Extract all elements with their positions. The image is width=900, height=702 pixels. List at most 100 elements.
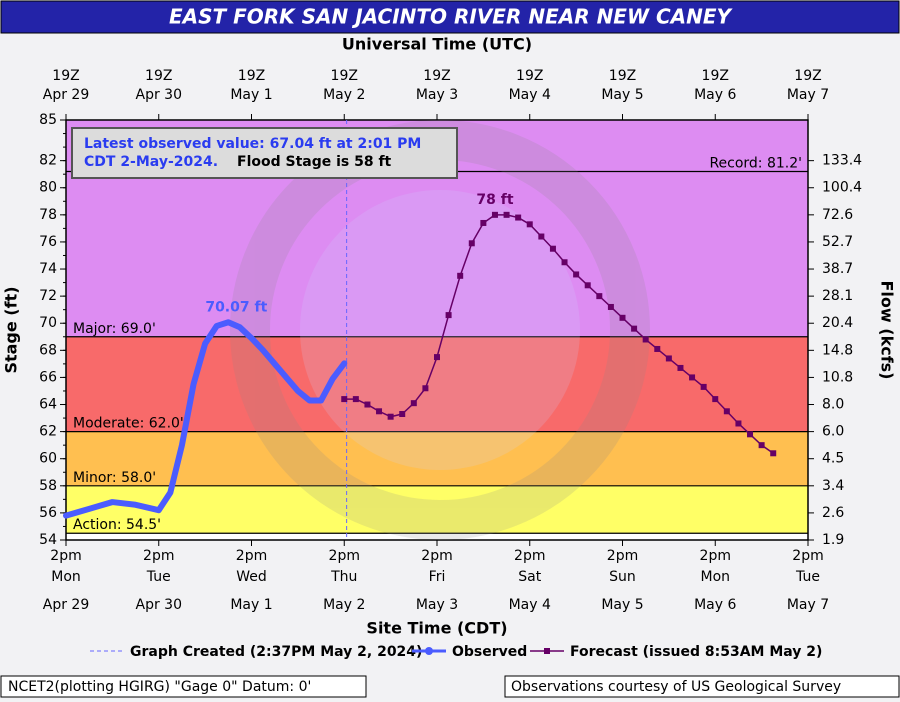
info-line: Latest observed value: 67.04 ft at 2:01 … xyxy=(84,136,421,152)
x-tick-day: Wed xyxy=(236,569,267,585)
top-x-tick-label: 19Z xyxy=(52,68,79,84)
top-x-tick-date: May 1 xyxy=(230,87,272,103)
peak-label: 78 ft xyxy=(476,192,513,208)
forecast-point xyxy=(364,401,371,408)
y2-tick-label: 10.8 xyxy=(822,369,853,385)
x-tick-date: Apr 30 xyxy=(136,597,182,613)
forecast-point xyxy=(399,411,406,417)
threshold-label: Minor: 58.0' xyxy=(73,470,156,486)
forecast-point xyxy=(770,450,777,457)
forecast-point xyxy=(457,272,464,279)
top-x-tick-date: Apr 30 xyxy=(136,87,182,103)
top-x-tick-label: 19Z xyxy=(516,68,543,84)
y-tick-label: 72 xyxy=(39,288,57,304)
top-x-tick-date: May 6 xyxy=(694,87,736,103)
x-tick-date: May 5 xyxy=(601,597,643,613)
y-tick-label: 54 xyxy=(39,532,57,548)
forecast-point xyxy=(654,345,661,352)
threshold-label: Major: 69.0' xyxy=(73,321,156,337)
legend-label: Observed xyxy=(452,644,527,660)
x-tick-date: May 3 xyxy=(416,597,458,613)
y2-tick-label: 1.9 xyxy=(822,532,844,548)
title-bar xyxy=(0,0,900,34)
forecast-point xyxy=(723,408,730,415)
forecast-point xyxy=(665,355,672,362)
y2-tick-label: 3.4 xyxy=(822,478,844,494)
x-axis-title: Site Time (CDT) xyxy=(366,619,507,638)
y-tick-label: 76 xyxy=(39,234,57,250)
top-x-tick-date: Apr 29 xyxy=(43,87,89,103)
forecast-point xyxy=(480,219,487,226)
y-tick-label: 80 xyxy=(39,180,57,196)
forecast-point xyxy=(387,413,394,420)
y2-tick-label: 28.1 xyxy=(822,288,853,304)
y-tick-label: 58 xyxy=(39,478,57,494)
legend-marker xyxy=(425,647,433,655)
top-x-tick-label: 19Z xyxy=(702,68,729,84)
top-x-tick-date: May 3 xyxy=(416,87,458,103)
forecast-point xyxy=(677,364,684,371)
x-tick-day: Tue xyxy=(146,569,171,585)
chart-title: EAST FORK SAN JACINTO RIVER NEAR NEW CAN… xyxy=(169,5,734,29)
x-tick-label: 2pm xyxy=(50,548,81,564)
top-x-tick-date: May 2 xyxy=(323,87,365,103)
top-x-tick-label: 19Z xyxy=(794,68,821,84)
forecast-point xyxy=(445,312,452,319)
y-tick-label: 85 xyxy=(39,112,57,128)
top-axis-title: Universal Time (UTC) xyxy=(342,35,532,54)
x-tick-date: May 2 xyxy=(323,597,365,613)
x-tick-label: 2pm xyxy=(514,548,545,564)
forecast-point xyxy=(538,233,545,240)
forecast-point xyxy=(526,221,533,228)
top-x-tick-label: 19Z xyxy=(423,68,450,84)
y2-tick-label: 133.4 xyxy=(822,153,862,169)
forecast-point xyxy=(700,383,707,390)
y2-tick-label: 20.4 xyxy=(822,315,853,331)
x-tick-label: 2pm xyxy=(329,548,360,564)
x-tick-label: 2pm xyxy=(143,548,174,564)
forecast-point xyxy=(468,240,475,247)
x-tick-date: May 7 xyxy=(787,597,829,613)
forecast-point xyxy=(561,259,568,266)
info-box xyxy=(71,127,458,179)
forecast-point xyxy=(619,314,626,321)
watermark xyxy=(230,120,650,540)
x-tick-date: Apr 29 xyxy=(43,597,89,613)
observed-line xyxy=(63,319,348,519)
y2-tick-label: 72.6 xyxy=(822,207,853,223)
x-tick-label: 2pm xyxy=(421,548,452,564)
forecast-point xyxy=(747,431,754,438)
legend-label: Forecast (issued 8:53AM May 2) xyxy=(570,644,822,660)
forecast-point xyxy=(491,211,498,218)
forecast-point xyxy=(503,211,510,218)
forecast-point xyxy=(689,374,696,381)
threshold-label: Moderate: 62.0' xyxy=(73,416,184,432)
forecast-point xyxy=(642,336,649,343)
y2-tick-label: 4.5 xyxy=(822,451,844,467)
x-tick-label: 2pm xyxy=(700,548,731,564)
y2-tick-label: 14.8 xyxy=(822,342,853,358)
y-tick-label: 56 xyxy=(39,505,57,521)
x-tick-day: Sat xyxy=(518,569,541,585)
forecast-point xyxy=(584,282,591,289)
forecast-point xyxy=(434,354,440,361)
legend-created: Graph Created (2:37PM May 2, 2024) xyxy=(130,644,422,660)
forecast-point xyxy=(631,325,638,332)
y-tick-label: 68 xyxy=(39,342,57,358)
top-x-tick-label: 19Z xyxy=(331,68,358,84)
y2-tick-label: 100.4 xyxy=(822,180,862,196)
x-tick-date: May 6 xyxy=(694,597,736,613)
x-tick-day: Thu xyxy=(330,569,357,585)
forecast-point xyxy=(549,245,556,252)
x-tick-day: Fri xyxy=(429,569,446,585)
forecast-point xyxy=(758,442,765,449)
top-x-tick-date: May 5 xyxy=(601,87,643,103)
y2-tick-label: 8.0 xyxy=(822,397,844,413)
x-tick-date: May 1 xyxy=(230,597,272,613)
flood-band xyxy=(66,485,808,534)
forecast-point xyxy=(341,396,348,403)
forecast-point xyxy=(422,385,429,392)
forecast-point xyxy=(376,408,383,415)
